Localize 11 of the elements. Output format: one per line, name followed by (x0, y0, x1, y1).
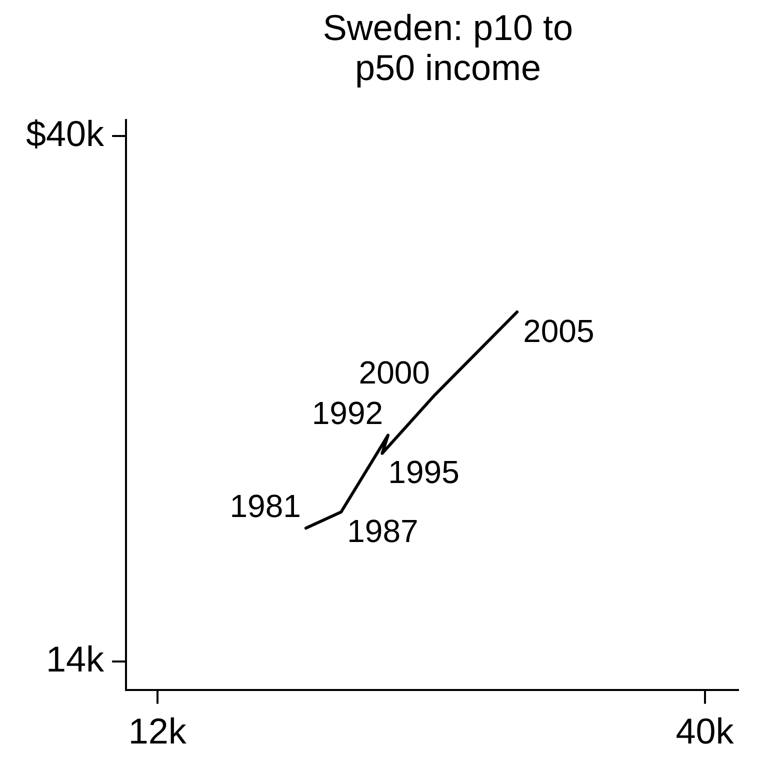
y-tick-label: 14k (46, 638, 106, 680)
annotation: 1992 (312, 395, 384, 432)
annotation: 1981 (230, 488, 301, 524)
annotation: 1995 (388, 454, 460, 490)
annotation: 1987 (347, 512, 418, 549)
chart-title: Sweden: p10 to p50 income (322, 7, 574, 88)
x-tick-label: 12k (128, 710, 188, 752)
annotation: 2000 (358, 354, 430, 391)
x-tick-label: 40k (676, 710, 735, 752)
annotation: 2005 (523, 312, 594, 349)
y-tick-label: $40k (26, 113, 106, 154)
